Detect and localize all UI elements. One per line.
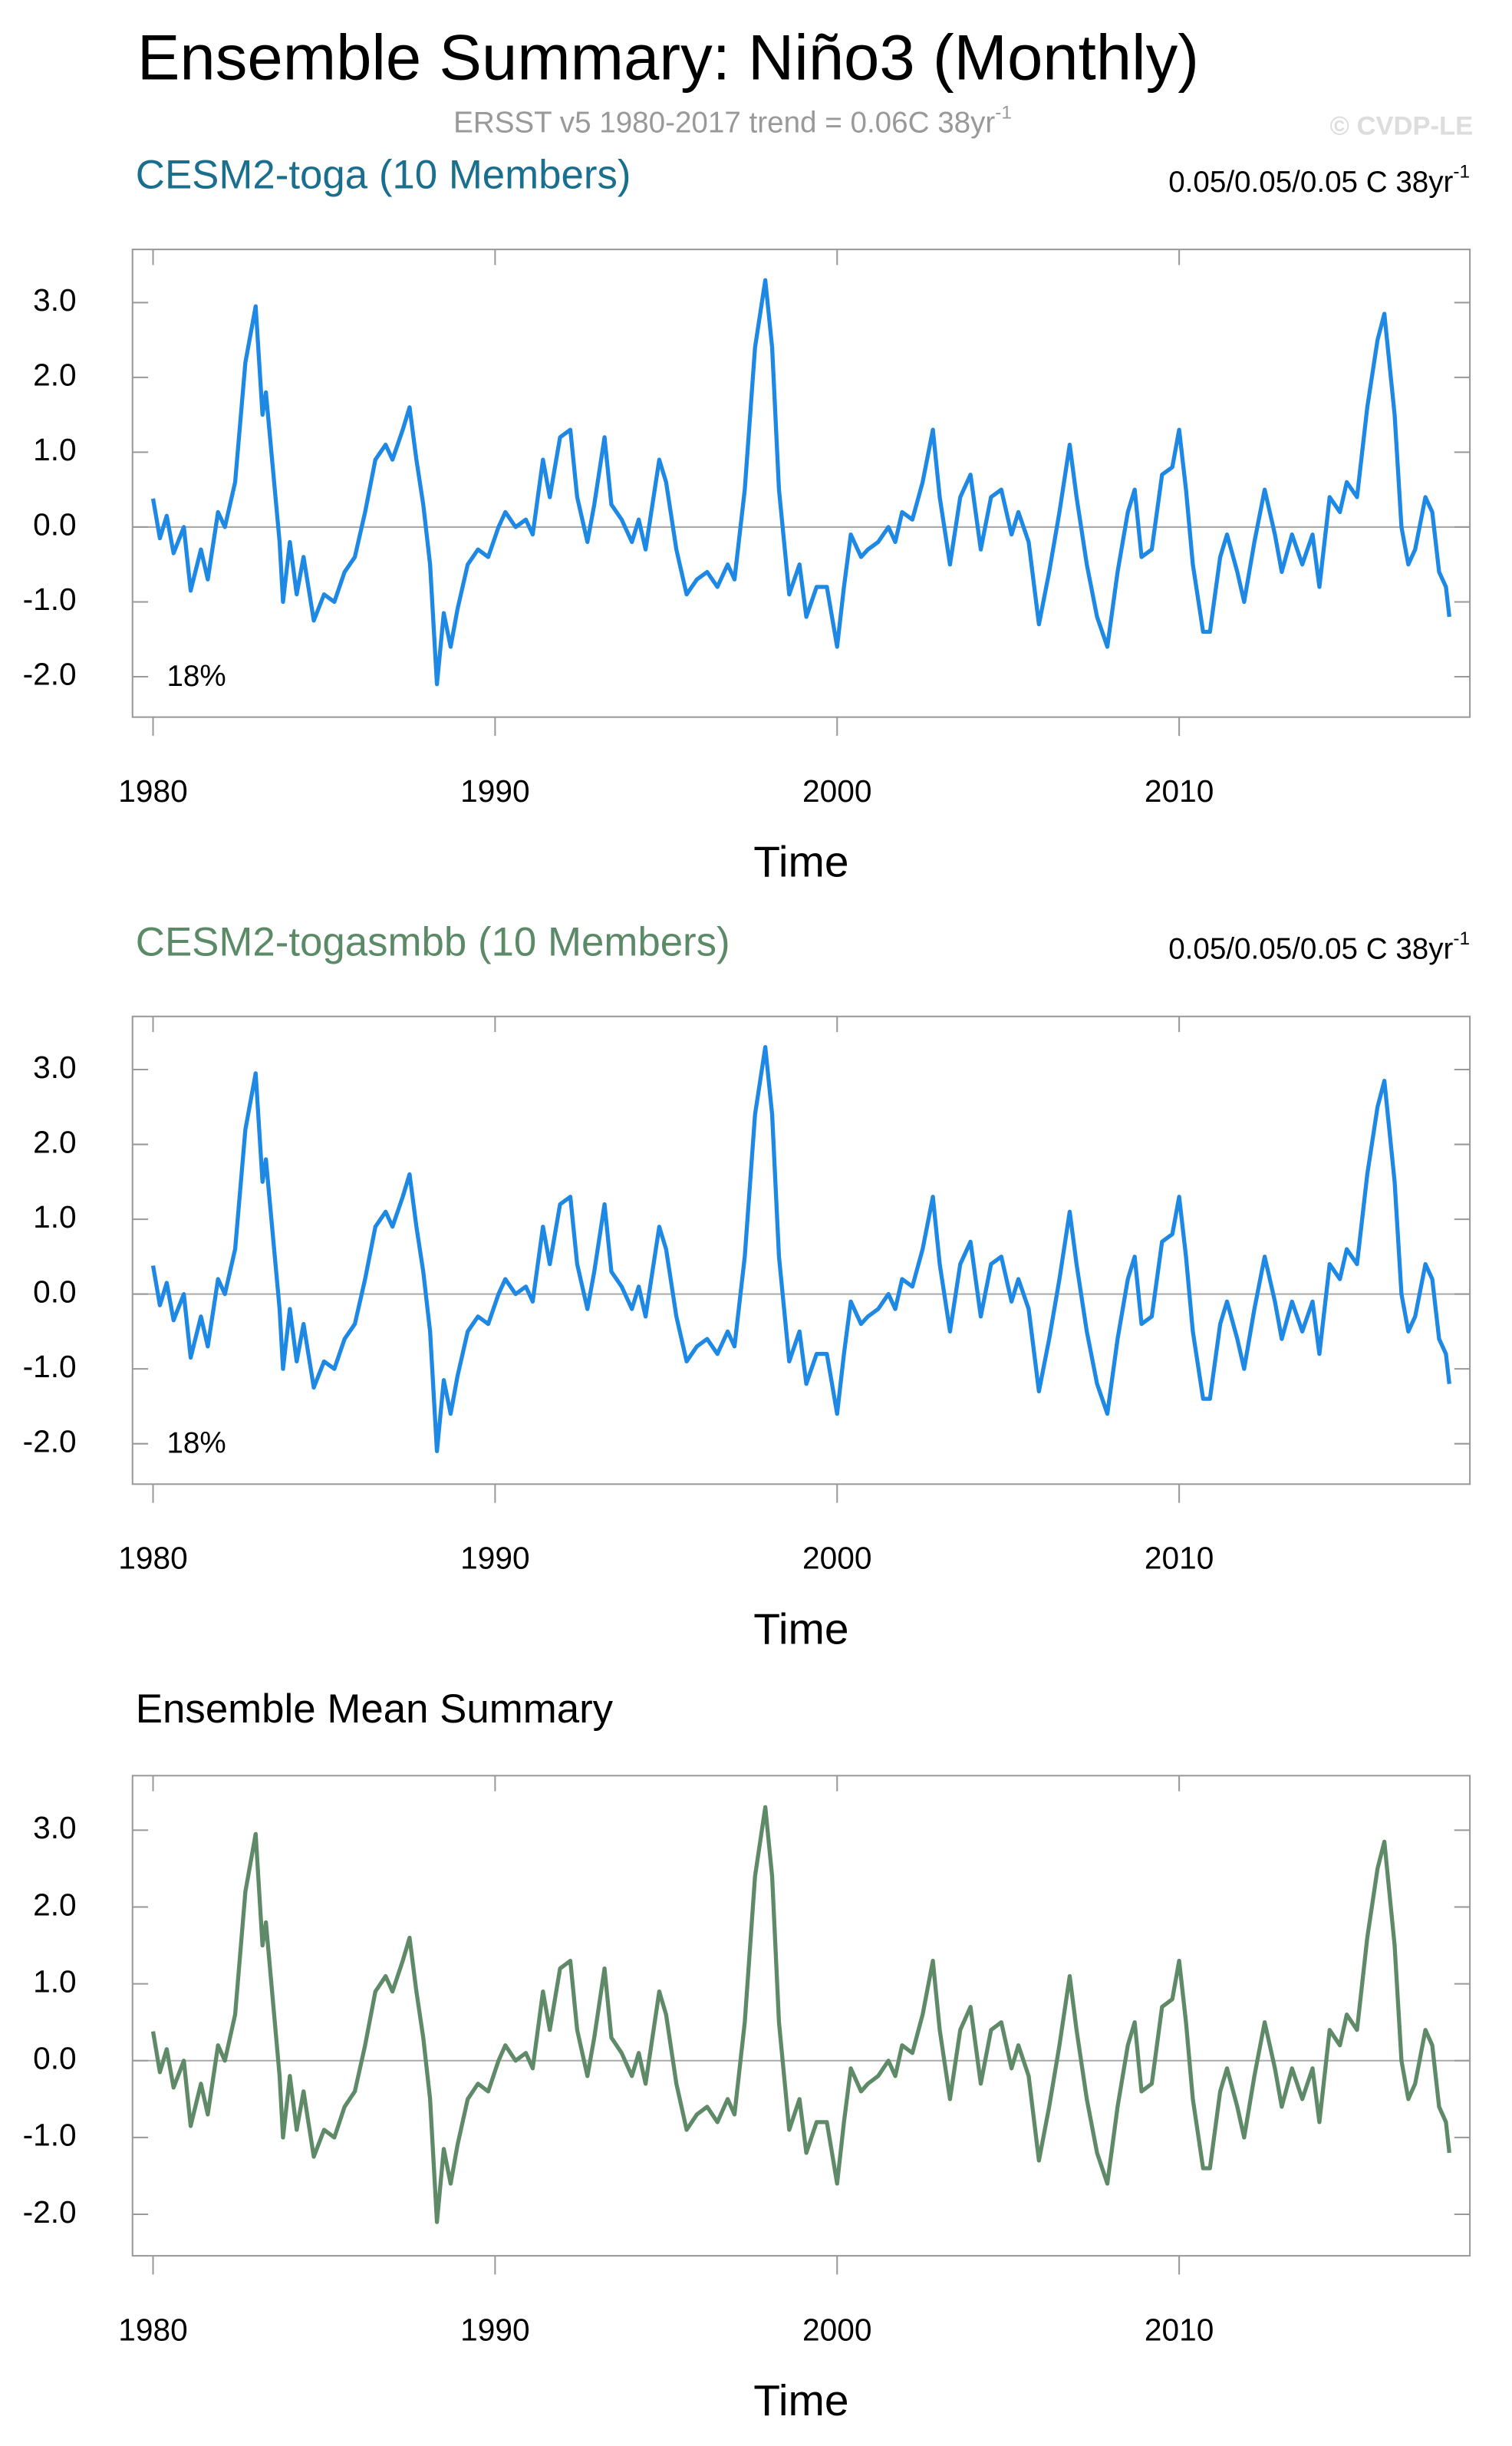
y-tick-label: 1.0 — [33, 1963, 76, 1999]
panel: CESM2-toga (10 Members) 0.05/0.05/0.05 C … — [23, 153, 1471, 887]
x-tick-label: 1990 — [460, 773, 529, 809]
panel: CESM2-togasmbb (10 Members) 0.05/0.05/0.0… — [23, 919, 1471, 1653]
x-tick-label: 2000 — [802, 2312, 871, 2347]
y-tick-label: 3.0 — [33, 1050, 76, 1085]
y-tick-label: 2.0 — [33, 1887, 76, 1922]
y-tick-label: -2.0 — [23, 1423, 77, 1459]
y-tick-label: -1.0 — [23, 1349, 77, 1384]
y-tick-label: -2.0 — [23, 2194, 77, 2230]
x-tick-label: 2010 — [1145, 773, 1214, 809]
data-line — [150, 1805, 1451, 2224]
x-tick-label: 2010 — [1145, 2312, 1214, 2347]
y-tick-label: 2.0 — [33, 1124, 76, 1159]
y-tick-label: 1.0 — [33, 432, 76, 467]
trend-exponent: -1 — [1453, 929, 1470, 950]
y-tick-label: -2.0 — [23, 657, 77, 692]
x-tick-label: 1990 — [460, 2312, 529, 2347]
panel-title: CESM2-toga (10 Members) — [136, 153, 631, 198]
panel-title: Ensemble Mean Summary — [136, 1686, 614, 1732]
trend-label: 0.05/0.05/0.05 C 38yr-1 — [1168, 929, 1470, 966]
x-tick-label: 1980 — [118, 1541, 187, 1576]
plot-frame — [131, 1775, 1471, 2257]
x-tick-label: 2010 — [1145, 1541, 1214, 1576]
trend-exponent: -1 — [1453, 162, 1470, 183]
x-axis-label: Time — [753, 1604, 848, 1653]
data-line — [150, 1045, 1451, 1454]
x-tick-label: 1980 — [118, 2312, 187, 2347]
trend-text: 0.05/0.05/0.05 C 38yr — [1168, 933, 1453, 966]
y-tick-label: 3.0 — [33, 1810, 76, 1845]
y-tick-label: 0.0 — [33, 1274, 76, 1309]
figure-title: Ensemble Summary: Niño3 (Monthly) — [137, 21, 1199, 93]
annotation: 18% — [166, 660, 226, 693]
y-tick-label: 2.0 — [33, 358, 76, 393]
trend-text: 0.05/0.05/0.05 C 38yr — [1168, 166, 1453, 199]
y-tick-label: 1.0 — [33, 1199, 76, 1235]
y-tick-label: -1.0 — [23, 2118, 77, 2153]
subtitle-exponent: -1 — [995, 103, 1012, 124]
plot-frame — [131, 249, 1471, 718]
figure-subtitle: ERSST v5 1980-2017 trend = 0.06C 38yr-1 — [453, 103, 1012, 140]
panel: Ensemble Mean Summary -2.0 -1.0 0.0 1.0 2.0 3.… — [23, 1686, 1471, 2425]
annotation: 18% — [166, 1427, 226, 1460]
plot-frame — [131, 1015, 1471, 1485]
x-tick-label: 2000 — [802, 1541, 871, 1576]
y-tick-label: 3.0 — [33, 282, 76, 318]
y-tick-label: 0.0 — [33, 2041, 76, 2076]
x-tick-label: 1990 — [460, 1541, 529, 1576]
x-tick-label: 2000 — [802, 773, 871, 809]
trend-label: 0.05/0.05/0.05 C 38yr-1 — [1168, 162, 1470, 199]
x-axis-label: Time — [753, 2376, 848, 2425]
panel-title: CESM2-togasmbb (10 Members) — [136, 919, 730, 964]
y-tick-label: 0.0 — [33, 507, 76, 542]
x-tick-label: 1980 — [118, 773, 187, 809]
data-line — [150, 278, 1451, 687]
x-axis-label: Time — [753, 838, 848, 887]
credit: © CVDP-LE — [1330, 112, 1474, 141]
y-tick-label: -1.0 — [23, 582, 77, 617]
subtitle-text: ERSST v5 1980-2017 trend = 0.06C 38yr — [453, 107, 995, 140]
